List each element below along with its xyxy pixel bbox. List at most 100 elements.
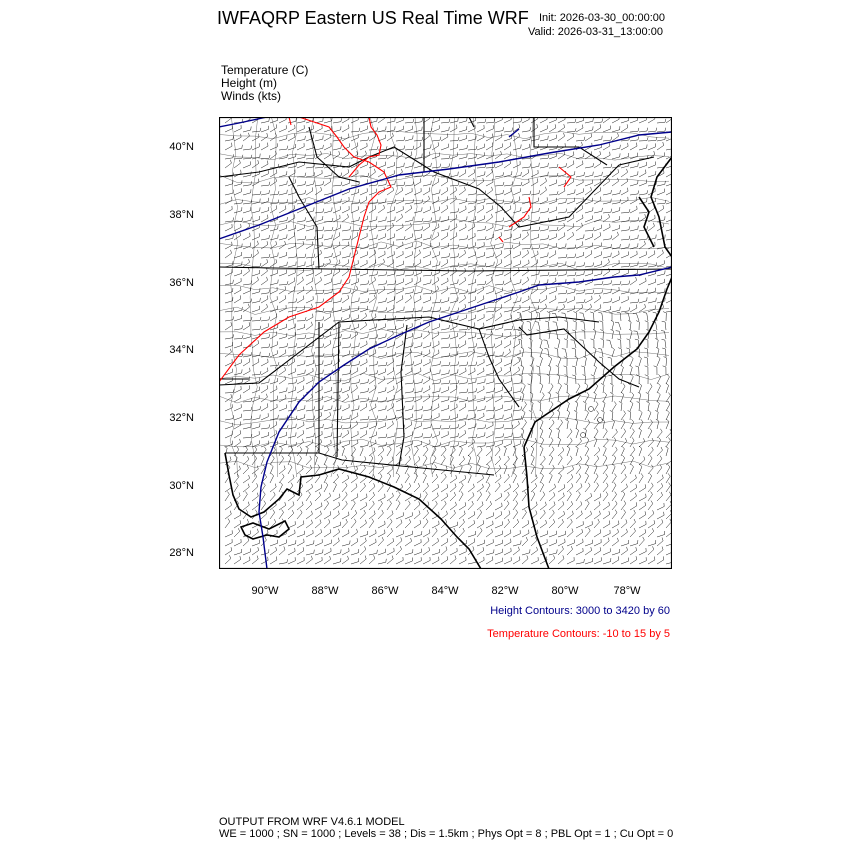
wind-barb <box>655 419 660 430</box>
wind-barb <box>305 313 314 322</box>
wind-barb <box>494 424 504 430</box>
wind-barb <box>557 232 566 241</box>
wind-barb <box>314 164 325 169</box>
wind-barb <box>485 199 495 205</box>
wind-barb <box>386 151 395 160</box>
wind-barb <box>386 500 392 511</box>
wind-barb <box>449 403 458 412</box>
wind-barb <box>467 154 477 160</box>
wind-barb <box>404 263 415 268</box>
wind-barb <box>638 529 646 538</box>
wind-barb <box>440 500 447 511</box>
wind-barb <box>476 501 484 511</box>
wind-barb <box>224 530 233 538</box>
wind-barb <box>242 352 252 358</box>
wind-barb <box>458 223 467 232</box>
wind-barb <box>233 520 241 529</box>
wind-barb <box>467 388 477 394</box>
wind-barb <box>440 386 449 394</box>
wind-barb <box>413 501 421 511</box>
wind-barb <box>521 178 530 187</box>
wind-barb <box>629 518 636 529</box>
wind-barb <box>305 519 313 529</box>
wind-barb <box>557 303 565 313</box>
wind-barb <box>323 539 332 547</box>
wind-barb <box>476 280 487 286</box>
wind-barb <box>305 216 315 223</box>
wind-barb <box>602 223 611 232</box>
wind-barb <box>557 530 566 538</box>
wind-barb <box>449 289 459 295</box>
wind-barb <box>575 521 584 529</box>
wind-barb <box>629 474 637 484</box>
wind-barb <box>449 262 460 268</box>
wind-barb <box>458 205 467 214</box>
wind-barb <box>251 133 260 142</box>
wind-barb <box>386 296 395 304</box>
wind-barb <box>584 117 594 124</box>
wind-barb <box>572 365 577 376</box>
wind-barb <box>224 322 232 331</box>
wind-barb <box>278 199 288 205</box>
wind-barb <box>368 510 376 520</box>
wind-barb <box>566 437 573 448</box>
wind-barb <box>296 547 305 556</box>
wind-barb <box>476 351 486 358</box>
wind-barb <box>305 285 313 295</box>
wind-barb <box>449 369 459 376</box>
wind-barb <box>386 206 395 214</box>
wind-barb <box>529 428 534 439</box>
wind-barb <box>566 151 575 160</box>
wind-barb <box>341 334 351 340</box>
wind-barb <box>224 368 233 376</box>
wind-barb <box>377 509 384 520</box>
wind-barb <box>449 396 459 403</box>
wind-barb <box>646 401 650 412</box>
wind-barb <box>251 520 260 529</box>
wind-barb <box>566 510 574 520</box>
wind-barb <box>341 324 351 331</box>
wind-barb <box>269 491 276 502</box>
wind-barb <box>332 405 342 412</box>
wind-barb <box>440 431 449 439</box>
wind-barb <box>458 186 466 196</box>
wind-barb <box>665 148 672 151</box>
wind-barb <box>629 329 633 340</box>
wind-barb <box>656 297 666 304</box>
wind-barb <box>611 260 620 268</box>
wind-barb <box>296 501 304 511</box>
wind-barb <box>395 260 404 268</box>
wind-barb <box>422 439 431 448</box>
wind-barb <box>665 165 672 169</box>
wind-barb <box>575 501 583 511</box>
wind-barb <box>620 557 629 565</box>
wind-barb <box>629 180 639 187</box>
wind-barb <box>627 383 632 394</box>
wind-barb <box>449 315 459 322</box>
wind-barb <box>314 181 324 187</box>
wind-barb <box>564 320 568 331</box>
wind-barb <box>395 456 403 466</box>
wind-barb <box>530 438 537 448</box>
wind-barb <box>359 321 367 331</box>
wind-barb <box>476 520 485 529</box>
wind-barb <box>557 492 565 502</box>
wind-barb <box>278 251 288 259</box>
wind-barb <box>548 226 559 232</box>
wind-barb <box>449 464 456 475</box>
wind-barb <box>341 169 349 178</box>
wind-barb <box>611 446 618 457</box>
wind-barb <box>368 361 378 367</box>
wind-barb <box>599 320 604 331</box>
wind-barb <box>557 473 562 484</box>
wind-barb <box>449 171 459 178</box>
wind-barb <box>386 473 392 484</box>
wind-barb <box>517 329 523 340</box>
wind-barb <box>620 410 626 421</box>
wind-barb <box>665 392 671 403</box>
wind-barb <box>593 464 598 475</box>
wind-barb <box>431 492 439 502</box>
wind-barb <box>404 557 413 565</box>
wind-barb <box>422 415 432 421</box>
wind-barb <box>323 297 333 304</box>
